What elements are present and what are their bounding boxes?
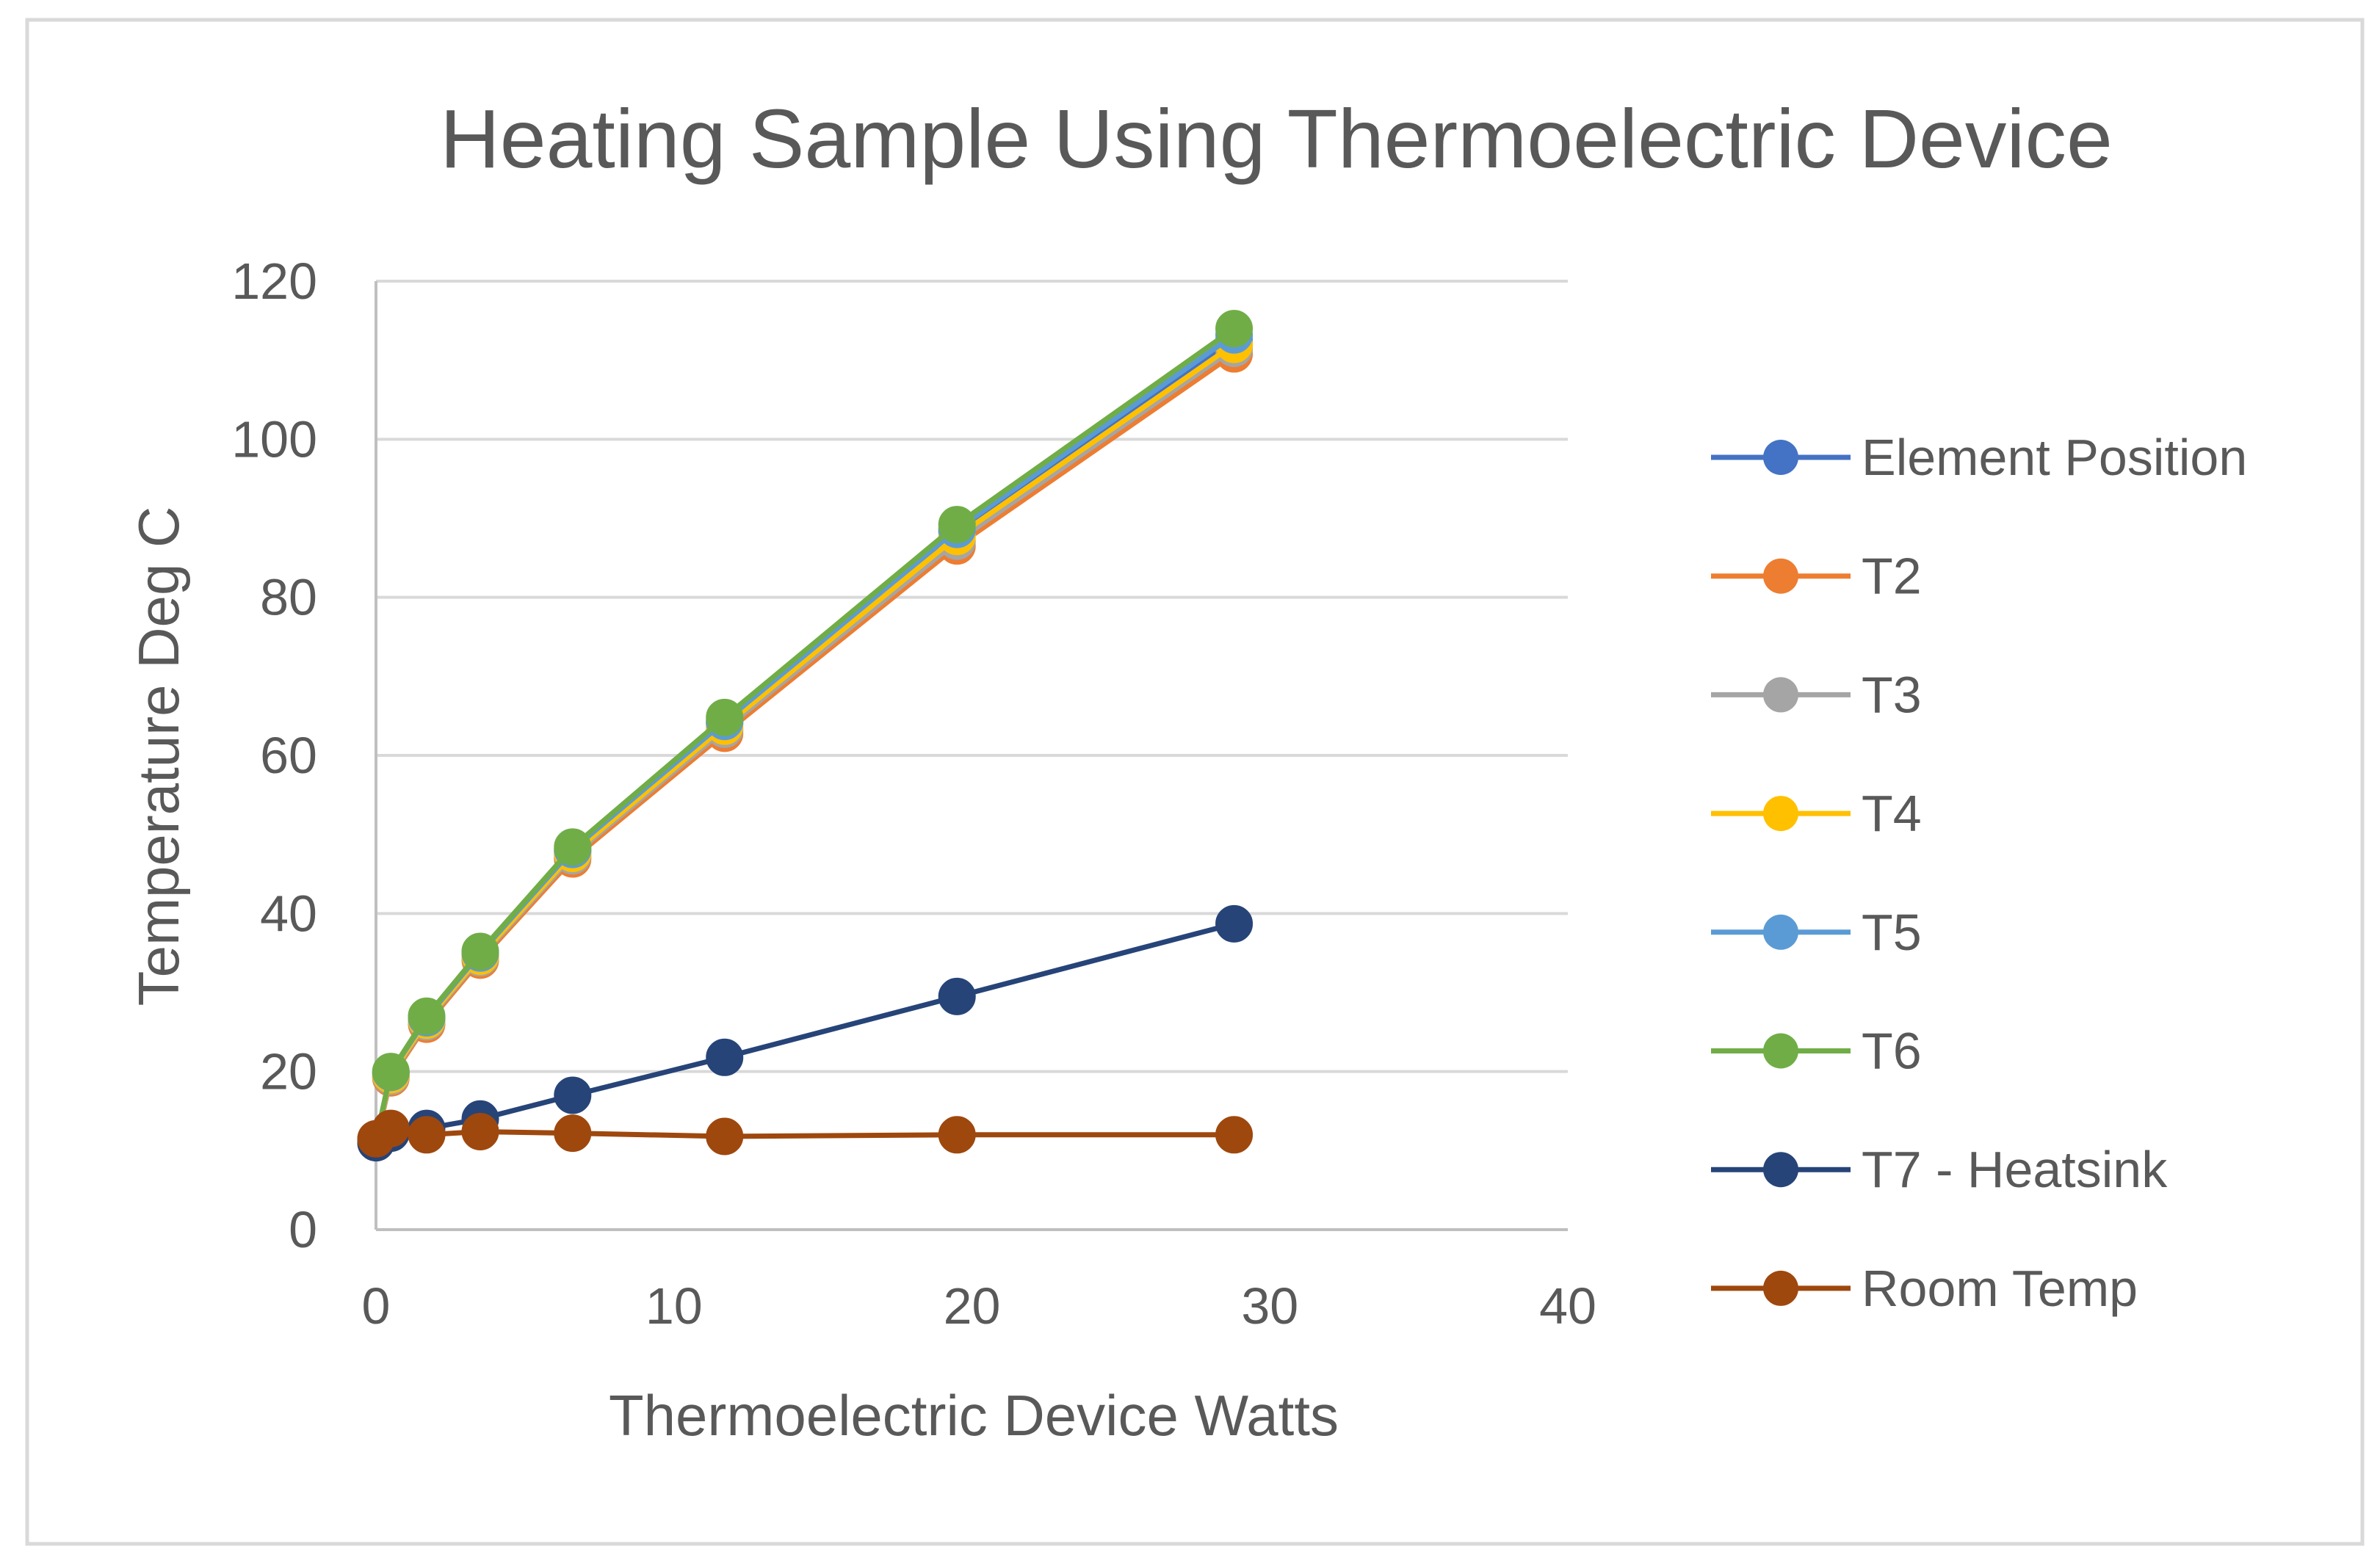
legend-label: T7 - Heatsink [1862,1141,2168,1198]
data-point [554,1114,592,1153]
y-axis-title: Temperature Deg C [126,507,191,1006]
legend-label: T4 [1862,785,1922,842]
data-point [461,932,499,971]
y-tick-label: 60 [260,727,317,784]
legend-entry: Room Temp [1711,1260,2138,1317]
data-point [1215,904,1254,943]
chart-border [25,18,2365,1546]
legend-marker [1763,1152,1798,1188]
gridlines [376,280,1568,1073]
x-tick-label: 0 [362,1277,391,1335]
legend-label: T2 [1862,548,1922,605]
legend-entry: T7 - Heatsink [1711,1141,2168,1198]
legend-marker [1763,1270,1798,1306]
legend-entry: T4 [1711,785,1922,842]
y-tick-label: 80 [260,569,317,626]
legend-label: T5 [1862,904,1922,961]
legend-marker [1763,677,1798,713]
legend-entry: T5 [1711,904,1922,961]
legend-marker [1763,796,1798,832]
x-tick-label: 10 [645,1277,703,1335]
series-group [357,310,1254,1162]
data-point [938,977,976,1015]
legend-label: T6 [1862,1023,1922,1080]
y-tick-label: 20 [260,1043,317,1100]
legend-marker [1763,558,1798,594]
data-point [554,828,592,866]
data-point [1215,1116,1254,1154]
y-tick-label: 120 [231,253,317,310]
y-tick-label: 100 [231,410,317,468]
data-point [1215,310,1254,348]
legend-label: Element Position [1862,429,2247,486]
data-point [938,1116,976,1154]
data-point [372,1109,410,1147]
data-point [706,1117,744,1156]
legend-label: T3 [1862,666,1922,723]
data-point [706,698,744,736]
x-axis-title: Thermoelectric Device Watts [609,1383,1339,1448]
x-tick-label: 40 [1539,1277,1596,1335]
data-point [938,506,976,544]
legend-marker [1763,440,1798,475]
y-tick-label: 40 [260,885,317,942]
tick-labels: 0 20 40 60 80 100 120 0 10 20 30 40 [231,253,1596,1335]
x-tick-label: 20 [944,1277,1001,1335]
legend-entry: T3 [1711,666,1922,723]
data-point [554,1076,592,1114]
legend-entry: Element Position [1711,429,2247,486]
chart-title: Heating Sample Using Thermoelectric Devi… [440,92,2113,185]
data-point [372,1053,410,1091]
legend-marker [1763,914,1798,950]
legend: Element Position T2 T3 T4 T5 T6 T7 - Heatsink R… [1711,429,2247,1317]
data-point [461,1112,499,1150]
legend-marker [1763,1033,1798,1069]
x-tick-label: 30 [1241,1277,1298,1335]
legend-entry: T6 [1711,1023,1922,1080]
series-7 [357,1109,1254,1158]
legend-label: Room Temp [1862,1260,2138,1317]
data-point [706,1038,744,1076]
y-tick-label: 0 [289,1201,317,1258]
legend-entry: T2 [1711,548,1922,605]
data-point [408,997,446,1035]
data-point [408,1116,446,1154]
